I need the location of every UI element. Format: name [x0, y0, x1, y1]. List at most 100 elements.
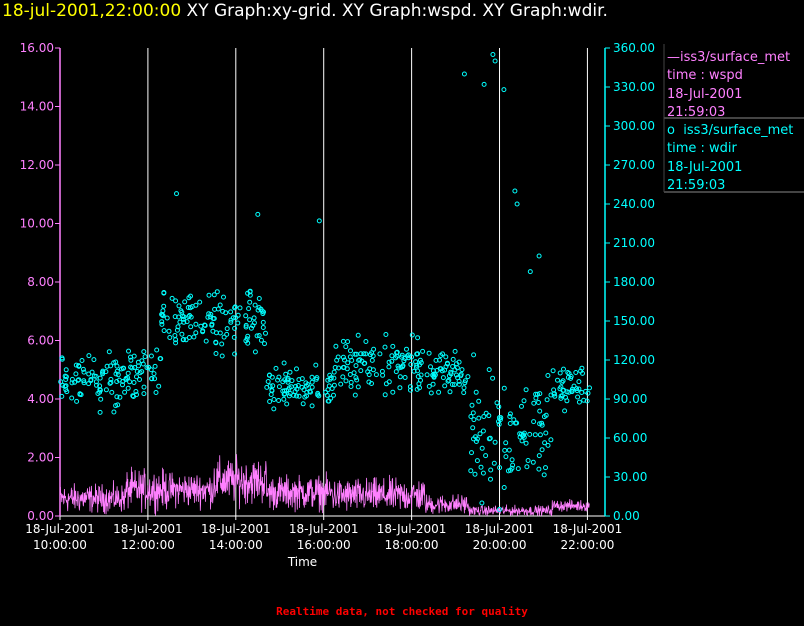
wdir-point [369, 357, 375, 363]
wdir-point [336, 365, 342, 371]
wdir-point [97, 387, 103, 393]
left-y-tick-label: 8.00 [27, 275, 54, 289]
wdir-point [307, 388, 313, 394]
wdir-point [543, 430, 549, 436]
wdir-point [541, 472, 547, 478]
wdir-point [228, 317, 234, 323]
wdir-point [575, 394, 581, 400]
wdir-point [109, 389, 115, 395]
wdir-point [377, 351, 383, 357]
wdir-point [469, 402, 475, 408]
wdir-point [353, 363, 359, 369]
wdir-point [531, 400, 537, 406]
wdir-point [394, 350, 400, 356]
wdir-point [59, 393, 65, 399]
wdir-point [153, 390, 159, 395]
wdir-point [490, 52, 496, 57]
wdir-point [86, 371, 92, 377]
legend-wdir: o iss3/surface_met time : wdir 18-Jul-20… [667, 122, 793, 195]
wdir-point [156, 383, 162, 389]
wdir-point [449, 382, 455, 387]
wdir-point [251, 315, 257, 321]
wdir-point [536, 253, 542, 259]
wdir-point [129, 365, 135, 371]
right-y-tick-label: 210.00 [613, 236, 655, 250]
wdir-point [86, 353, 92, 359]
wdir-point [186, 295, 192, 301]
wdir-point [106, 349, 112, 355]
wdir-point [397, 374, 403, 380]
legend-separators [663, 44, 804, 193]
wdir-point [276, 374, 282, 380]
wdir-point [579, 390, 585, 395]
wdir-point [286, 393, 292, 399]
wdir-point [296, 393, 302, 399]
wdir-point [579, 365, 585, 371]
wdir-point [270, 383, 276, 389]
wdir-point [108, 376, 114, 382]
wdir-point [340, 354, 346, 360]
wdir-point [142, 354, 148, 360]
wdir-point [461, 390, 467, 396]
wdir-point [215, 306, 221, 312]
wdir-point [303, 380, 309, 386]
wdir-point [63, 374, 69, 380]
wdir-point [473, 389, 479, 395]
wdir-point [173, 337, 179, 343]
wdir-point [552, 393, 558, 399]
wdir-point [481, 81, 487, 87]
wdir-point [161, 303, 167, 309]
wdir-point [494, 400, 500, 406]
wdir-point [250, 323, 256, 329]
x-tick-label-time: 20:00:00 [473, 538, 527, 552]
wdir-point [478, 464, 484, 470]
wdir-point [521, 398, 527, 404]
wdir-point [394, 353, 400, 359]
wdir-point [211, 316, 217, 321]
wdir-point [126, 348, 131, 354]
wdir-point [401, 358, 407, 364]
wdir-point [545, 442, 551, 448]
wdir-point [103, 387, 109, 393]
wdir-point [442, 383, 448, 389]
wdir-point [263, 330, 268, 336]
wdir-point [428, 364, 433, 370]
header-graph-titles: XY Graph:xy-grid. XY Graph:wspd. XY Grap… [186, 1, 608, 21]
wdir-point [160, 313, 166, 319]
wdir-point [576, 399, 582, 405]
wspd-series [59, 454, 590, 517]
wdir-point [568, 375, 574, 381]
wdir-point [358, 368, 364, 374]
wdir-point [285, 387, 291, 393]
wdir-point [217, 302, 223, 308]
wdir-point [132, 365, 138, 370]
wdir-point [326, 383, 332, 389]
wdir-point [382, 344, 388, 350]
wdir-point [472, 471, 478, 477]
x-tick-label-time: 22:00:00 [560, 538, 614, 552]
wdir-point [200, 328, 206, 334]
wdir-point [309, 403, 315, 409]
wdir-point [450, 364, 456, 369]
wdir-point [114, 368, 120, 374]
wdir-point [543, 465, 548, 471]
wdir-point [523, 440, 529, 446]
wdir-point [446, 377, 452, 383]
wdir-point [341, 364, 347, 370]
wdir-point [536, 453, 542, 459]
wdir-point [558, 384, 564, 390]
wdir-point [166, 328, 172, 334]
wdir-point [530, 459, 536, 465]
wdir-point [407, 384, 413, 390]
wdir-point [135, 359, 141, 365]
wdir-point [213, 339, 219, 345]
wdir-point [81, 380, 87, 386]
legend-wdir-name: o iss3/surface_met [667, 123, 794, 138]
wdir-point [462, 378, 468, 384]
wdir-point [91, 357, 97, 363]
wdir-point [363, 339, 369, 344]
wdir-point [108, 380, 114, 385]
wdir-point [141, 384, 147, 390]
wdir-point [404, 346, 409, 352]
wdir-point [390, 343, 396, 349]
